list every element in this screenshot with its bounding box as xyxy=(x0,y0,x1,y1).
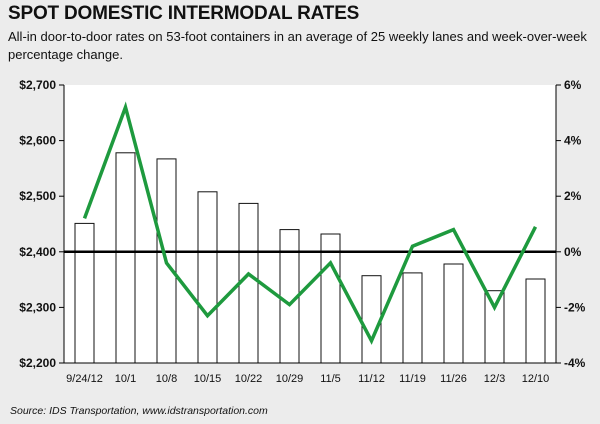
x-tick-label-7: 11/12 xyxy=(358,373,385,385)
left-tick-label-2: $2,500 xyxy=(19,189,56,203)
x-tick-label-11: 12/10 xyxy=(522,373,550,385)
right-tick-label-4: -2% xyxy=(564,300,586,314)
pct-change-line xyxy=(82,101,538,345)
bar-6 xyxy=(320,233,341,364)
bar-7 xyxy=(361,275,382,364)
chart-title: SPOT DOMESTIC INTERMODAL RATES xyxy=(8,3,360,24)
bar-10 xyxy=(484,290,505,364)
right-tick-label-1: 4% xyxy=(564,134,582,148)
x-tick-label-3: 10/15 xyxy=(194,373,222,385)
bar-3 xyxy=(197,191,218,364)
left-tick-label-4: $2,300 xyxy=(19,300,56,314)
x-tick-label-2: 10/8 xyxy=(156,373,177,385)
left-tick-label-1: $2,600 xyxy=(19,134,56,148)
bar-1 xyxy=(115,152,136,364)
bar-11 xyxy=(525,278,546,364)
left-tick-label-5: $2,200 xyxy=(19,356,56,370)
x-tick-label-6: 11/5 xyxy=(320,373,341,385)
right-tick-label-0: 6% xyxy=(564,78,582,92)
right-tick-label-3: 0% xyxy=(564,245,582,259)
x-tick-label-0: 9/24/12 xyxy=(66,373,103,385)
left-tick-label-3: $2,400 xyxy=(19,245,56,259)
bar-9 xyxy=(443,263,464,364)
left-tick-label-0: $2,700 xyxy=(19,78,56,92)
x-tick-label-4: 10/22 xyxy=(235,373,263,385)
plot-area xyxy=(64,85,556,363)
x-tick-label-10: 12/3 xyxy=(484,373,505,385)
x-tick-label-1: 10/1 xyxy=(115,373,136,385)
intermodal-rates-chart: $2,700 $2,600 $2,500 $2,400 $2,300 $2,200 6% 4%… xyxy=(19,78,586,385)
right-tick-label-2: 2% xyxy=(564,189,582,203)
bar-8 xyxy=(402,272,423,364)
x-tick-label-5: 10/29 xyxy=(276,373,304,385)
chart-subtitle: All-in door-to-door rates on 53-foot con… xyxy=(8,29,587,62)
source-note: Source: IDS Transportation, www.idstrans… xyxy=(10,405,268,417)
x-tick-label-8: 11/19 xyxy=(399,373,426,385)
right-tick-label-5: -4% xyxy=(564,356,586,370)
x-tick-label-9: 11/26 xyxy=(440,373,467,385)
bar-0 xyxy=(74,222,95,364)
